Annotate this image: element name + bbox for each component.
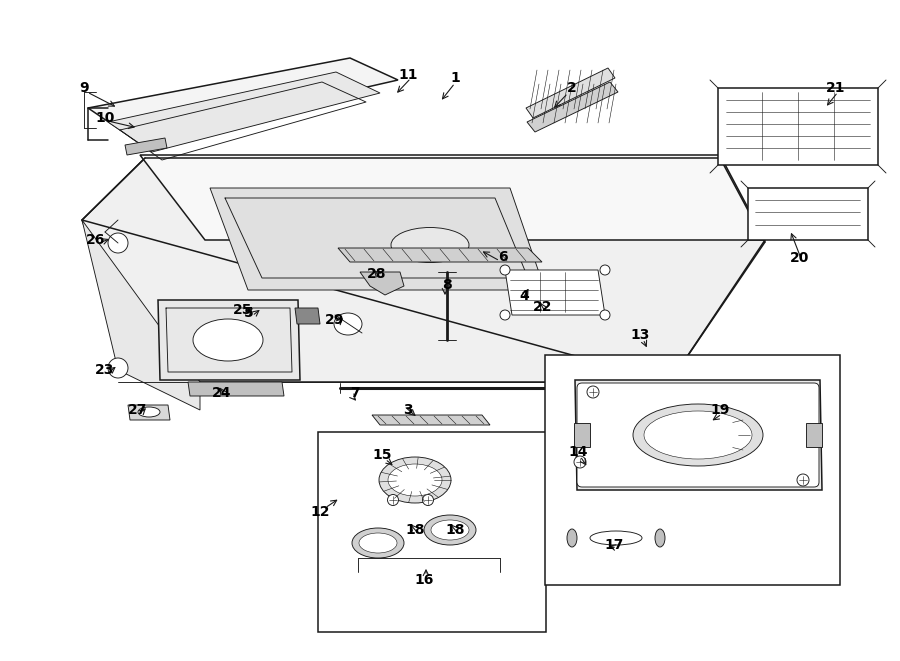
Ellipse shape [359,533,397,553]
Text: 2: 2 [567,81,577,95]
Ellipse shape [633,404,763,466]
Polygon shape [718,88,878,165]
Text: 23: 23 [95,363,114,377]
Ellipse shape [574,456,586,468]
Text: 28: 28 [367,267,387,281]
Ellipse shape [644,411,752,459]
Text: 6: 6 [499,250,508,264]
Text: 7: 7 [350,386,360,400]
Text: 11: 11 [398,68,418,82]
Ellipse shape [422,494,434,506]
Text: 20: 20 [790,251,810,265]
Ellipse shape [138,407,160,417]
Text: 19: 19 [710,403,730,417]
Ellipse shape [391,227,469,262]
Text: 25: 25 [233,303,253,317]
Polygon shape [158,300,300,380]
Polygon shape [188,382,284,396]
Polygon shape [360,272,404,295]
Text: 17: 17 [604,538,624,552]
Ellipse shape [500,310,510,320]
Ellipse shape [334,313,362,335]
Ellipse shape [108,358,128,378]
Ellipse shape [590,531,642,545]
Polygon shape [505,270,605,315]
Polygon shape [210,188,545,290]
Polygon shape [125,138,167,155]
Ellipse shape [567,529,577,547]
Polygon shape [748,188,868,240]
Ellipse shape [193,319,263,361]
Bar [574,423,590,447]
Text: 12: 12 [310,505,329,519]
Text: 18: 18 [446,523,464,537]
Polygon shape [572,528,660,548]
Polygon shape [128,405,170,420]
Ellipse shape [388,464,442,496]
Ellipse shape [600,265,610,275]
Text: 3: 3 [403,403,413,417]
Polygon shape [295,308,320,324]
Polygon shape [575,380,822,490]
Ellipse shape [655,529,665,547]
Polygon shape [88,58,398,140]
Ellipse shape [587,386,599,398]
Polygon shape [526,68,615,118]
Text: 21: 21 [826,81,846,95]
Ellipse shape [600,310,610,320]
Polygon shape [338,248,542,262]
Text: 13: 13 [630,328,650,342]
FancyBboxPatch shape [577,383,819,487]
Text: 18: 18 [405,523,425,537]
Bar [545,355,840,585]
Text: 1: 1 [450,71,460,85]
Ellipse shape [797,474,809,486]
Text: 4: 4 [519,289,529,303]
Polygon shape [372,415,490,425]
Text: 26: 26 [86,233,105,247]
Ellipse shape [379,457,451,503]
Polygon shape [108,72,380,152]
Ellipse shape [424,515,476,545]
Text: 16: 16 [414,573,434,587]
Text: 5: 5 [244,306,254,320]
Text: 9: 9 [79,81,89,95]
Polygon shape [140,155,765,240]
Ellipse shape [500,265,510,275]
Bar [806,423,822,447]
Text: 22: 22 [533,300,553,314]
Polygon shape [82,158,765,382]
Bar [318,432,546,632]
Polygon shape [527,82,618,132]
Polygon shape [82,220,200,410]
Text: 14: 14 [568,445,588,459]
Text: 15: 15 [373,448,392,462]
Ellipse shape [431,520,469,540]
Text: 10: 10 [95,111,114,125]
Text: 24: 24 [212,386,232,400]
Ellipse shape [352,528,404,558]
Text: 8: 8 [442,278,452,292]
Ellipse shape [388,494,399,506]
Text: 27: 27 [129,403,148,417]
Ellipse shape [108,233,128,253]
Text: 29: 29 [325,313,345,327]
